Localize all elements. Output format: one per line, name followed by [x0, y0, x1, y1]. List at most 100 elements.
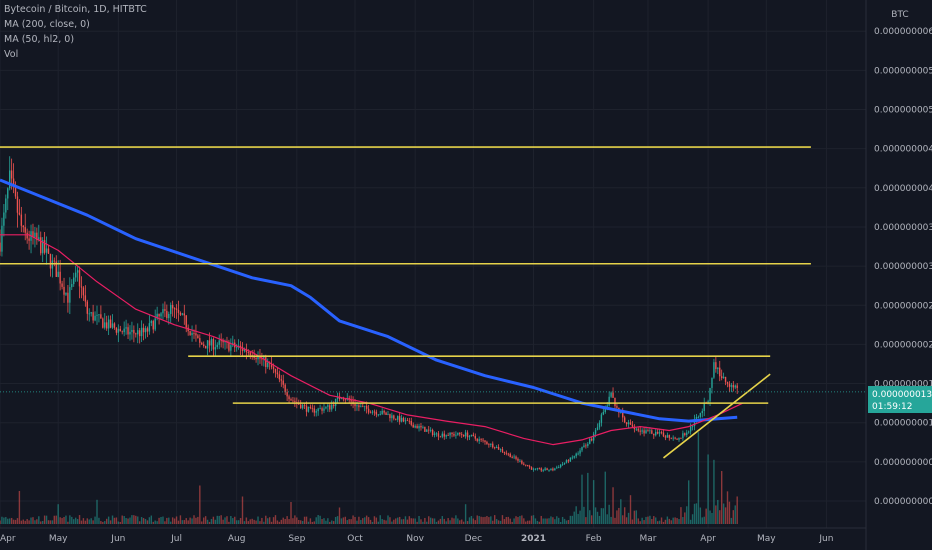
volume-bar: [336, 516, 339, 524]
volume-bar: [177, 520, 180, 524]
volume-bar: [501, 515, 504, 524]
candle-body: [480, 439, 482, 441]
candle-body: [235, 347, 238, 349]
candle-body: [38, 237, 40, 241]
volume-bar: [55, 515, 57, 524]
indicator-volume-label[interactable]: Vol: [4, 49, 19, 60]
candle-body: [559, 464, 562, 468]
volume-bar: [526, 520, 529, 524]
indicator-ma50-label[interactable]: MA (50, hl2, 0): [4, 34, 75, 45]
volume-bar: [453, 518, 455, 524]
candle-body: [689, 426, 692, 432]
volume-bar: [695, 503, 698, 524]
volume-bar: [678, 519, 680, 524]
candle-body: [695, 416, 698, 420]
volume-bar: [288, 519, 290, 524]
volume-bar: [558, 517, 560, 524]
candle-body: [414, 425, 416, 428]
candle-body: [86, 301, 88, 314]
candle-body: [571, 457, 573, 459]
candle-body: [18, 212, 21, 215]
candle-body: [476, 438, 478, 441]
volume-bar: [625, 517, 628, 524]
candle-body: [461, 434, 463, 436]
candle-body: [470, 434, 473, 437]
candle-body: [175, 308, 178, 310]
candle-body: [121, 331, 123, 333]
candle-body: [433, 433, 436, 435]
candle-body: [418, 426, 420, 429]
volume-bar: [391, 521, 393, 524]
volume-bar: [61, 518, 63, 524]
chart-legend: Bytecoin / Bitcoin, 1D, HITBTC MA (200, …: [4, 2, 147, 62]
ma200-line: [0, 178, 738, 423]
volume-bar: [32, 517, 34, 524]
trend-line: [662, 373, 771, 459]
volume-bar: [65, 515, 67, 524]
volume-bar: [354, 517, 356, 524]
volume-bar: [583, 506, 585, 524]
volume-bar: [53, 515, 56, 524]
candle-body: [164, 309, 166, 311]
candle-body: [168, 313, 170, 319]
volume-bar: [67, 521, 69, 524]
volume-bar: [181, 520, 184, 524]
volume-bar: [152, 521, 154, 524]
candle-body: [107, 319, 110, 329]
volume-bar: [123, 516, 125, 524]
candle-body: [239, 345, 242, 348]
volume-bar: [311, 521, 314, 524]
candle-body: [447, 435, 449, 436]
volume-bar: [711, 512, 713, 524]
candle-body: [84, 295, 87, 302]
volume-bar: [362, 518, 364, 524]
candle-body: [684, 433, 686, 436]
volume-bar: [618, 507, 620, 524]
volume-bar: [482, 517, 484, 524]
candle-body: [57, 271, 59, 277]
volume-bar: [431, 518, 434, 524]
candle-body: [5, 198, 7, 213]
volume-bar: [0, 520, 1, 524]
volume-bar: [187, 520, 189, 524]
candle-body: [653, 433, 655, 436]
candle-body: [598, 422, 601, 428]
candle-body: [563, 462, 566, 464]
volume-bar: [428, 516, 430, 524]
y-tick-label: 0.000000004500: [874, 145, 932, 155]
drawn-levels[interactable]: [0, 146, 866, 459]
candle-body: [288, 396, 290, 400]
indicator-ma200-label[interactable]: MA (200, close, 0): [4, 19, 90, 30]
volume-bar: [660, 517, 663, 524]
candle-body: [294, 400, 296, 403]
volume-bar: [47, 520, 50, 524]
volume-bar: [371, 521, 374, 524]
candle-body: [641, 430, 643, 432]
volume-bar: [100, 521, 102, 524]
candle-body: [391, 415, 393, 419]
candle-body: [315, 411, 317, 413]
candle-body: [321, 408, 323, 411]
volume-bar: [734, 505, 736, 524]
volume-bar: [36, 519, 38, 524]
candle-body: [243, 348, 246, 351]
volume-bar: [131, 515, 133, 524]
volume-bar: [573, 511, 575, 524]
volume-bar: [437, 520, 440, 524]
volume-bar: [338, 507, 341, 524]
candle-body: [585, 445, 587, 447]
candle-body: [643, 430, 645, 434]
candle-body: [129, 331, 131, 335]
candle-body: [579, 450, 581, 454]
symbol-title[interactable]: Bytecoin / Bitcoin, 1D, HITBTC: [4, 4, 147, 15]
volume-bar: [166, 517, 168, 524]
volume-bar: [301, 521, 304, 524]
volume-bar: [41, 520, 44, 524]
volume-bar: [447, 518, 449, 524]
candle-body: [656, 431, 659, 434]
volume-bar: [536, 520, 539, 524]
volume-bar: [395, 518, 397, 524]
volume-bar: [74, 517, 77, 524]
